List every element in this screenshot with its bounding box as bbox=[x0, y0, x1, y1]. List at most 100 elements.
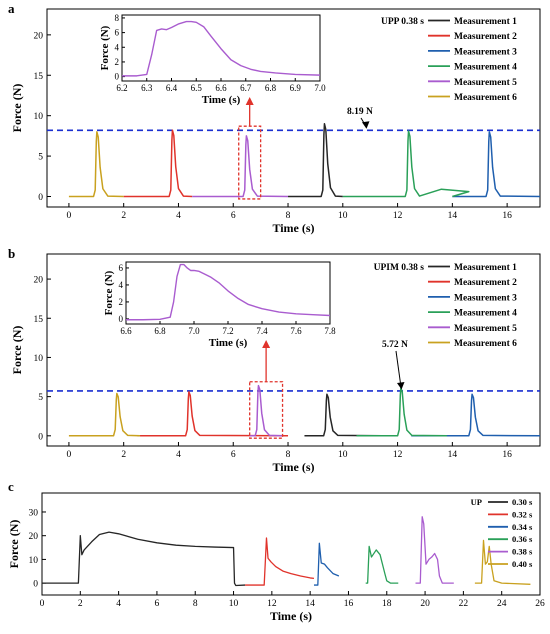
inset-x-tick-label: 6.6 bbox=[120, 326, 132, 336]
x-tick-label: 22 bbox=[459, 599, 469, 609]
x-tick-label: 8 bbox=[193, 599, 198, 609]
x-axis-title: Time (s) bbox=[270, 609, 312, 623]
plot-frame bbox=[46, 253, 541, 447]
y-tick-label: 15 bbox=[34, 315, 44, 325]
series-line-2 bbox=[137, 391, 289, 437]
y-tick-label: 20 bbox=[29, 532, 39, 542]
legend-title: UPP 0.38 s bbox=[381, 17, 424, 27]
legend-label: 0.36 s bbox=[512, 534, 533, 544]
y-tick-label: 0 bbox=[38, 193, 43, 203]
x-tick-label: 16 bbox=[502, 450, 512, 460]
inset-x-tick-label: 6.4 bbox=[166, 83, 178, 93]
x-tick-label: 14 bbox=[448, 211, 458, 221]
legend-label: Measurement 2 bbox=[454, 32, 517, 42]
inset-x-tick-label: 6.8 bbox=[154, 326, 166, 336]
inset-y-tick-label: 6 bbox=[115, 28, 120, 38]
series-line-4 bbox=[365, 545, 399, 584]
series-line-4 bbox=[356, 387, 447, 437]
inset-y-axis-title: Force (N) bbox=[103, 270, 115, 315]
inset-frame bbox=[125, 261, 331, 325]
legend-label: Measurement 3 bbox=[454, 47, 517, 57]
legend-label: 0.38 s bbox=[512, 547, 533, 557]
x-tick-label: 2 bbox=[121, 450, 126, 460]
y-axis-title: Force (N) bbox=[10, 84, 24, 133]
y-tick-label: 0 bbox=[38, 432, 43, 442]
reference-arrow bbox=[395, 350, 402, 388]
inset-chart: 6.6 6.8 7.0 7.2 7.4 7.6 7.8 0 2 4 6 Time (s) Force (… bbox=[103, 261, 336, 349]
inset-x-tick-label: 6.9 bbox=[290, 83, 302, 93]
plot-frame bbox=[41, 492, 541, 596]
legend-label: Measurement 6 bbox=[454, 339, 517, 349]
legend-label: Measurement 5 bbox=[454, 324, 517, 334]
y-tick-label: 15 bbox=[34, 72, 44, 82]
reference-arrow-head bbox=[362, 121, 370, 129]
x-tick-label: 8 bbox=[286, 211, 291, 221]
legend-label: Measurement 1 bbox=[454, 17, 517, 27]
series-line-6 bbox=[474, 539, 531, 585]
x-tick-label: 12 bbox=[393, 450, 403, 460]
x-tick-label: 24 bbox=[497, 599, 507, 609]
inset-y-tick-label: 8 bbox=[115, 13, 120, 23]
inset-y-tick-label: 4 bbox=[115, 42, 120, 52]
x-tick-label: 4 bbox=[116, 599, 121, 609]
y-axis-title: Force (N) bbox=[7, 520, 21, 569]
legend-label: 0.40 s bbox=[512, 559, 533, 569]
legend-label: Measurement 4 bbox=[454, 309, 517, 319]
inset-y-axis-title: Force (N) bbox=[99, 25, 111, 70]
reference-label: 5.72 N bbox=[382, 340, 408, 350]
inset-x-axis-title: Time (s) bbox=[209, 337, 248, 349]
x-tick-label: 12 bbox=[393, 211, 403, 221]
legend-title: UPIM 0.38 s bbox=[374, 263, 425, 273]
legend-label: 0.34 s bbox=[512, 522, 533, 532]
y-tick-label: 5 bbox=[38, 153, 43, 163]
legend-label: Measurement 3 bbox=[454, 293, 517, 303]
inset-y-tick-label: 2 bbox=[115, 57, 120, 67]
x-tick-label: 4 bbox=[176, 211, 181, 221]
inset-x-axis-title: Time (s) bbox=[202, 94, 241, 106]
series-line-6 bbox=[68, 392, 141, 437]
inset-chart: 6.2 6.3 6.4 6.5 6.6 6.7 6.8 6.9 7.0 0 2 4 6 8 Time (s)… bbox=[99, 13, 326, 106]
inset-y-tick-label: 0 bbox=[119, 314, 124, 324]
x-tick-label: 12 bbox=[267, 599, 277, 609]
y-tick-label: 5 bbox=[38, 393, 43, 403]
x-tick-label: 14 bbox=[448, 450, 458, 460]
inset-x-tick-label: 6.6 bbox=[215, 83, 227, 93]
inset-y-tick-label: 4 bbox=[119, 280, 124, 290]
legend-title: UP bbox=[471, 497, 482, 507]
series-line-4 bbox=[342, 130, 470, 198]
reference-label: 8.19 N bbox=[347, 107, 373, 117]
y-tick-label: 0 bbox=[33, 580, 38, 590]
inset-x-tick-label: 6.8 bbox=[265, 83, 277, 93]
inset-x-tick-label: 7.2 bbox=[222, 326, 233, 336]
legend-label: Measurement 6 bbox=[454, 93, 517, 103]
inset-x-tick-label: 6.7 bbox=[240, 83, 252, 93]
y-tick-label: 10 bbox=[29, 556, 39, 566]
legend-label: Measurement 2 bbox=[454, 278, 517, 288]
y-tick-label: 10 bbox=[34, 112, 44, 122]
inset-x-tick-label: 6.2 bbox=[116, 83, 127, 93]
inset-x-tick-label: 6.5 bbox=[191, 83, 203, 93]
y-tick-label: 30 bbox=[29, 508, 39, 518]
y-tick-label: 20 bbox=[34, 276, 44, 286]
x-tick-label: 10 bbox=[229, 599, 239, 609]
inset-series-line bbox=[122, 20, 321, 77]
inset-y-tick-label: 6 bbox=[119, 263, 124, 273]
series-line-1 bbox=[288, 123, 343, 198]
x-tick-label: 16 bbox=[502, 211, 512, 221]
series-line-1 bbox=[42, 531, 246, 587]
x-tick-label: 0 bbox=[67, 211, 72, 221]
plot-frame bbox=[46, 8, 541, 208]
zoom-arrow-head bbox=[245, 97, 254, 105]
inset-y-tick-label: 2 bbox=[119, 297, 124, 307]
x-tick-label: 18 bbox=[382, 599, 392, 609]
inset-x-tick-label: 6.3 bbox=[141, 83, 153, 93]
x-tick-label: 2 bbox=[78, 599, 83, 609]
series-line-3 bbox=[313, 542, 340, 586]
inset-y-tick-label: 0 bbox=[115, 72, 120, 82]
x-tick-label: 10 bbox=[338, 450, 348, 460]
inset-series-line bbox=[126, 263, 331, 321]
reference-arrow-head bbox=[397, 381, 405, 390]
x-tick-label: 8 bbox=[286, 450, 291, 460]
series-line-2 bbox=[123, 129, 193, 198]
